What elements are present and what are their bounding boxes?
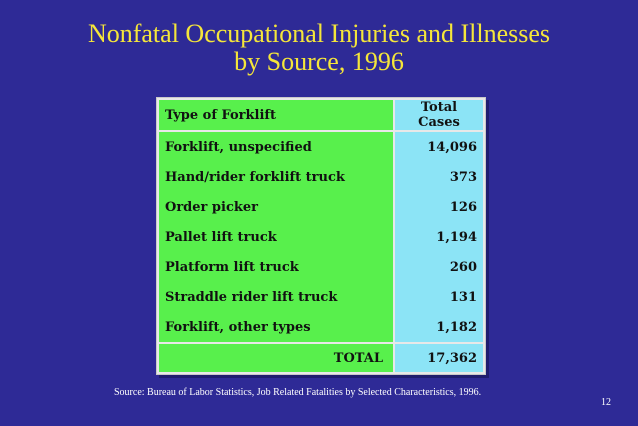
row-total-cell: 260 <box>394 252 483 282</box>
header-total-cases: Total Cases <box>394 100 483 132</box>
source-note: Source: Bureau of Labor Statistics, Job … <box>114 387 482 398</box>
row-total-cell: 1,182 <box>394 312 483 343</box>
row-total-cell: 1,194 <box>394 222 483 252</box>
row-type-cell: Hand/rider forklift truck <box>159 162 395 192</box>
row-total-cell: 126 <box>394 192 483 222</box>
row-type-cell: Straddle rider lift truck <box>159 282 395 312</box>
header-type-of-forklift: Type of Forklift <box>159 100 395 132</box>
slide-title: Nonfatal Occupational Injuries and Illne… <box>0 20 638 76</box>
slide-title-line-2: by Source, 1996 <box>234 47 404 76</box>
total-value: 17,362 <box>394 342 483 372</box>
table-row: Forklift, other types 1,182 <box>159 312 483 343</box>
row-total-cell: 14,096 <box>394 131 483 162</box>
row-type-cell: Platform lift truck <box>159 252 395 282</box>
total-label: TOTAL <box>159 342 395 372</box>
table-row: Straddle rider lift truck 131 <box>159 282 483 312</box>
table-row: Hand/rider forklift truck 373 <box>159 162 483 192</box>
row-type-cell: Forklift, other types <box>159 312 395 343</box>
forklift-table-frame: Type of Forklift Total Cases Forklift, u… <box>156 97 486 375</box>
table-row: Platform lift truck 260 <box>159 252 483 282</box>
row-total-cell: 131 <box>394 282 483 312</box>
table-row: Order picker 126 <box>159 192 483 222</box>
forklift-table: Type of Forklift Total Cases Forklift, u… <box>159 100 483 372</box>
row-total-cell: 373 <box>394 162 483 192</box>
table-row: Pallet lift truck 1,194 <box>159 222 483 252</box>
slide-title-line-1: Nonfatal Occupational Injuries and Illne… <box>87 19 551 48</box>
table-row: Forklift, unspecified 14,096 <box>159 131 483 162</box>
row-type-cell: Order picker <box>159 192 395 222</box>
row-type-cell: Forklift, unspecified <box>159 131 395 162</box>
slide-number: 12 <box>601 397 611 408</box>
row-type-cell: Pallet lift truck <box>159 222 395 252</box>
table-header-row: Type of Forklift Total Cases <box>159 100 483 132</box>
table-total-row: TOTAL 17,362 <box>159 342 483 372</box>
